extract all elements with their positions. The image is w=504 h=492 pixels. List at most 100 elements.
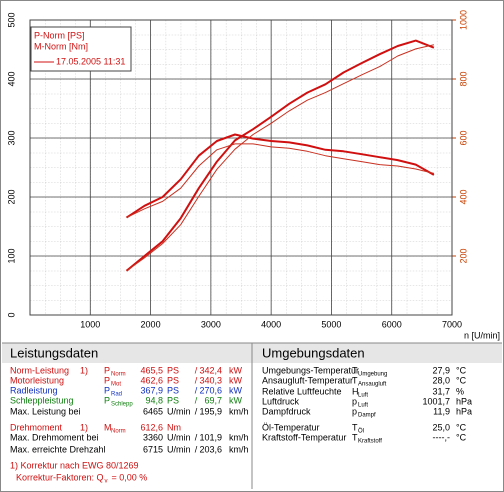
- cell-sub: Umgebung: [358, 372, 387, 378]
- cell-value1: 367,9: [140, 385, 163, 395]
- y-tick-label: 300: [6, 130, 16, 145]
- x-tick-label: 7000: [442, 319, 462, 329]
- cell-value1: 612,6: [140, 422, 163, 432]
- x-tick-label: 1000: [80, 319, 100, 329]
- cell-value: 31,7: [432, 386, 450, 396]
- cell-value1: 6465: [143, 406, 163, 416]
- cell-label: Ansaugluft-Temperatur: [262, 375, 353, 385]
- cell-label: Öl-Temperatur: [262, 422, 320, 432]
- cell-unit: °C: [456, 365, 467, 375]
- table-title: Umgebungsdaten: [262, 345, 365, 360]
- x-tick-label: 5000: [321, 319, 341, 329]
- cell-unit1: Nm: [167, 422, 181, 432]
- cell-sep: /: [195, 365, 198, 375]
- cell-label: Umgebungs-Temperatur: [262, 365, 359, 375]
- cell-value1: 94,8: [145, 395, 163, 405]
- y-tick-label: 400: [6, 71, 16, 86]
- cell-symbol: H: [352, 386, 359, 396]
- cell-value: 28,0: [432, 375, 450, 385]
- cell-sub: Schlepp: [111, 402, 133, 408]
- cell-sub: Dampf: [358, 413, 376, 419]
- cell-unit2: km/h: [229, 406, 249, 416]
- cell-sep: /: [195, 432, 198, 442]
- cell-value1: 3360: [143, 432, 163, 442]
- cell-unit1: U/min: [167, 432, 191, 442]
- cell-value2: 342,4: [199, 365, 222, 375]
- cell-unit1: PS: [167, 365, 179, 375]
- cell-unit1: U/min: [167, 444, 191, 454]
- cell-unit1: U/min: [167, 406, 191, 416]
- series-line: [126, 44, 435, 272]
- cell-sub: Luft: [358, 403, 368, 409]
- cell-unit2: kW: [229, 395, 243, 405]
- cell-sub: Norm: [111, 429, 126, 435]
- y-tick-label: 500: [6, 12, 16, 27]
- y2-tick-label: 800: [458, 71, 468, 86]
- y2-tick-label: 600: [458, 130, 468, 145]
- cell-symbol: p: [352, 406, 357, 416]
- cell-label: Schleppleistung: [10, 395, 74, 405]
- cell-sep: /: [195, 375, 198, 385]
- cell-unit2: kW: [229, 365, 243, 375]
- cell-symbol: P: [104, 385, 110, 395]
- cell-symbol: P: [104, 395, 110, 405]
- cell-unit: hPa: [456, 406, 472, 416]
- cell-label: Max. erreichte Drehzahl: [10, 444, 106, 454]
- y2-tick-label: 1000: [458, 10, 468, 30]
- cell-sub: Ansaugluft: [358, 382, 387, 388]
- x-tick-label: 3000: [201, 319, 221, 329]
- x-tick-label: 4000: [261, 319, 281, 329]
- cell-unit: °C: [456, 422, 467, 432]
- footer-factor: Korrektur-Faktoren: Q: [16, 472, 104, 482]
- series-line: [125, 39, 435, 272]
- cell-sub: Norm: [111, 372, 126, 378]
- cell-unit: %: [456, 386, 464, 396]
- series-line: [126, 143, 435, 219]
- cell-unit1: PS: [167, 375, 179, 385]
- cell-label: Dampfdruck: [262, 406, 311, 416]
- cell-value1: 462,6: [140, 375, 163, 385]
- cell-sub: Öl: [358, 428, 364, 435]
- legend-text: M-Norm [Nm]: [34, 41, 88, 51]
- cell-value1: 6715: [143, 444, 163, 454]
- cell-label: Norm-Leistung: [10, 365, 69, 375]
- cell-sep: /: [195, 395, 198, 405]
- footer-sub: v: [105, 479, 108, 485]
- cell-label: Motorleistung: [10, 375, 64, 385]
- cell-label: Radleistung: [10, 385, 58, 395]
- y-tick-label: 0: [6, 312, 16, 317]
- cell-label: Drehmoment: [10, 422, 63, 432]
- footer-value: = 0,00 %: [112, 472, 148, 482]
- cell-sub: Mot: [111, 382, 121, 388]
- cell-symbol: M: [104, 422, 112, 432]
- cell-sep: /: [195, 385, 198, 395]
- legend-label: 17.05.2005 11:31: [56, 56, 125, 66]
- cell-sep: /: [195, 406, 198, 416]
- cell-symbol: T: [352, 365, 358, 375]
- plot-border: [29, 19, 453, 316]
- cell-symbol: p: [352, 396, 357, 406]
- cell-note: 1): [80, 422, 88, 432]
- cell-symbol: T: [352, 422, 358, 432]
- footer-note: 1) Korrektur nach EWG 80/1269: [10, 460, 139, 470]
- y-tick-label: 100: [6, 248, 16, 263]
- y2-tick-label: 400: [458, 189, 468, 204]
- cell-value2: 195,9: [199, 406, 222, 416]
- legend-box: [30, 26, 132, 72]
- cell-value: 11,9: [433, 406, 450, 416]
- cell-unit2: km/h: [229, 444, 249, 454]
- cell-note: 1): [80, 365, 88, 375]
- cell-value2: 340,3: [199, 375, 222, 385]
- series-line: [125, 133, 435, 219]
- cell-unit1: PS: [167, 395, 179, 405]
- cell-value2: 270,6: [199, 385, 222, 395]
- cell-label: Max. Drehmoment bei: [10, 432, 99, 442]
- cell-sub: Kraftstoff: [358, 439, 382, 445]
- cell-symbol: T: [352, 432, 358, 442]
- cell-sub: Rad: [111, 392, 122, 398]
- cell-sep: /: [195, 444, 198, 454]
- x-tick-label: 2000: [141, 319, 161, 329]
- legend-text: P-Norm [PS]: [34, 30, 85, 40]
- cell-symbol: T: [352, 375, 358, 385]
